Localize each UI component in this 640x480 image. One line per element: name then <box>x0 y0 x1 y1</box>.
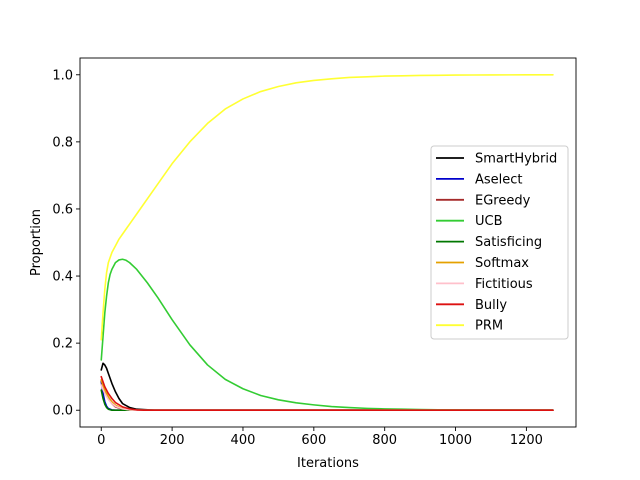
x-tick-label: 0 <box>97 433 105 448</box>
y-axis-label: Proportion <box>29 209 44 276</box>
axes-layer: 0 200 400 600 800 1000 1200 0.0 0.2 0.4 0.6 0.8 1.0 <box>52 57 577 448</box>
series-line-bully <box>100 375 554 412</box>
legend-box <box>430 145 569 340</box>
legend: SmartHybrid Aselect EGreedy UCB Satisficing S… <box>430 145 569 340</box>
series-layer <box>100 74 554 412</box>
series-line-satisficing <box>100 389 554 412</box>
y-tick-label: 0.2 <box>52 337 73 352</box>
series-line-prm <box>100 74 554 341</box>
legend-label: UCB <box>475 214 503 229</box>
legend-label: Bully <box>475 298 507 313</box>
legend-label: Satisficing <box>475 235 542 250</box>
axes-frame <box>79 57 577 428</box>
y-tick-label: 0.6 <box>52 202 73 217</box>
y-tick-label: 0.0 <box>52 404 73 419</box>
series-line-ucb <box>100 258 554 412</box>
x-tick-label: 1200 <box>510 433 543 448</box>
legend-label: Aselect <box>475 172 523 187</box>
legend-label: Softmax <box>475 256 529 271</box>
y-tick-label: 0.8 <box>52 135 73 150</box>
x-tick-label: 800 <box>372 433 397 448</box>
legend-label: SmartHybrid <box>475 152 557 167</box>
x-tick-label: 1000 <box>439 433 472 448</box>
x-tick-label: 600 <box>301 433 326 448</box>
legend-label: Fictitious <box>475 277 533 292</box>
x-tick-label: 400 <box>231 433 256 448</box>
legend-label: EGreedy <box>475 193 531 208</box>
legend-label: PRM <box>475 319 503 334</box>
y-tick-label: 0.4 <box>52 270 73 285</box>
x-tick-label: 200 <box>160 433 185 448</box>
y-tick-label: 1.0 <box>52 68 73 83</box>
x-axis-label: Iterations <box>297 456 359 471</box>
